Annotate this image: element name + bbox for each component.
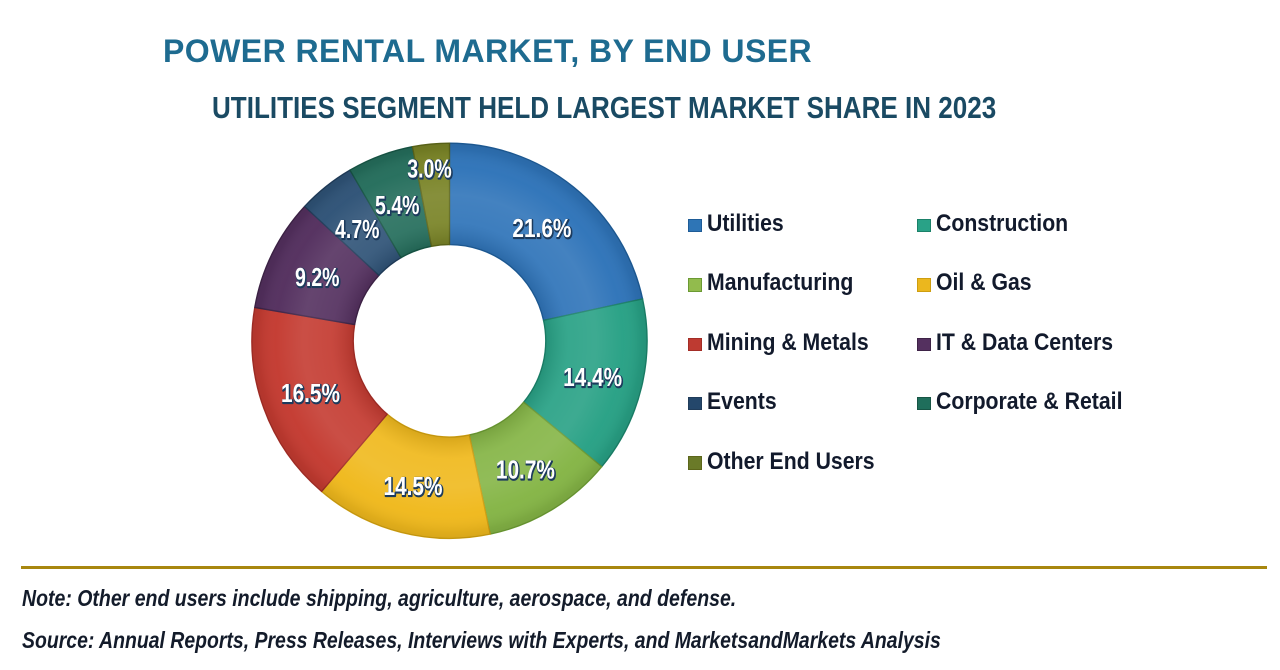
- svg-text:21.6%: 21.6%: [512, 213, 571, 243]
- svg-text:9.2%: 9.2%: [296, 263, 341, 293]
- svg-text:14.5%: 14.5%: [384, 472, 443, 502]
- svg-text:10.7%: 10.7%: [497, 455, 556, 485]
- svg-text:21.6%: 21.6%: [513, 214, 572, 244]
- svg-text:3.0%: 3.0%: [408, 154, 453, 184]
- svg-text:3.0%: 3.0%: [407, 153, 452, 183]
- svg-text:9.2%: 9.2%: [295, 262, 340, 292]
- svg-text:10.7%: 10.7%: [496, 454, 555, 484]
- svg-text:16.5%: 16.5%: [282, 379, 341, 409]
- svg-text:14.5%: 14.5%: [384, 471, 443, 501]
- svg-text:14.4%: 14.4%: [564, 363, 623, 393]
- svg-text:5.4%: 5.4%: [376, 191, 421, 221]
- svg-text:14.4%: 14.4%: [563, 362, 622, 392]
- svg-text:16.5%: 16.5%: [281, 378, 340, 408]
- svg-text:4.7%: 4.7%: [335, 214, 380, 244]
- svg-text:5.4%: 5.4%: [375, 190, 420, 220]
- svg-text:4.7%: 4.7%: [336, 215, 381, 245]
